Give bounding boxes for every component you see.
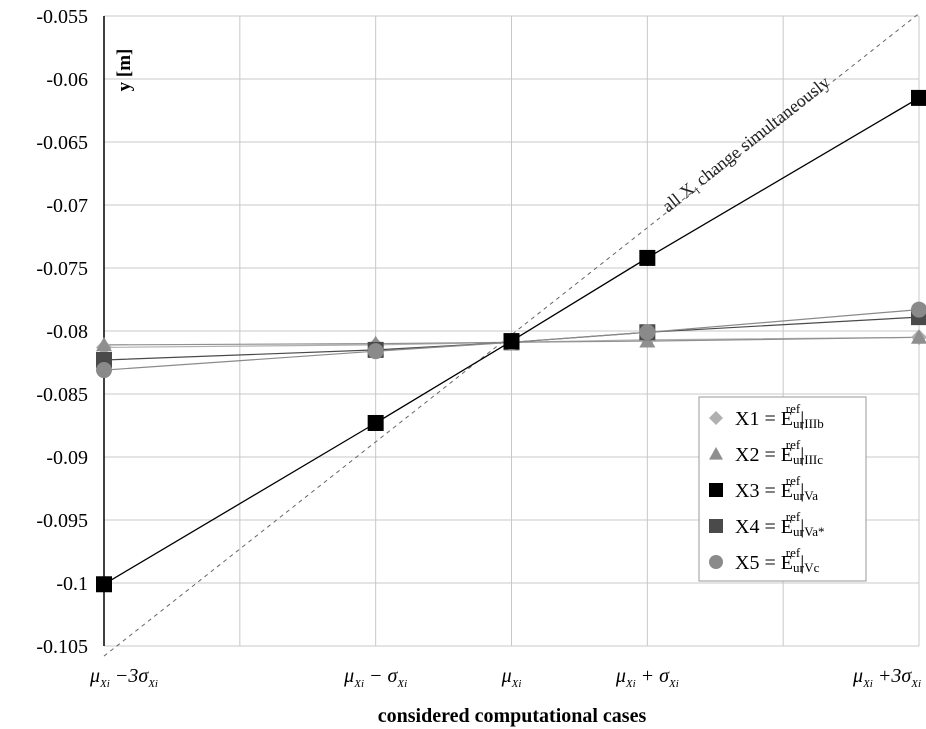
y-tick-label: -0.06 — [46, 69, 88, 91]
legend-label-x2: X2 = Eurref|IIIc — [735, 437, 823, 467]
x-tick-label: μXi — [501, 665, 522, 690]
legend-marker-x5 — [709, 555, 723, 569]
data-point-x3 — [367, 414, 384, 431]
y-axis-label: y [m] — [114, 49, 135, 92]
data-point-x2 — [96, 336, 112, 352]
data-point-x5 — [911, 301, 926, 318]
x-axis-label: considered computational cases — [378, 705, 647, 727]
y-tick-label: -0.095 — [36, 510, 88, 532]
x-tick-label: μXi + σXi — [615, 665, 679, 690]
data-point-x5 — [367, 343, 384, 360]
y-tick-label: -0.09 — [46, 447, 88, 469]
y-tick-label: -0.075 — [36, 258, 88, 280]
data-point-x5 — [96, 362, 112, 379]
legend-box — [698, 396, 867, 582]
y-tick-label: -0.08 — [46, 321, 88, 343]
y-tick-label: -0.065 — [36, 132, 88, 154]
data-point-x3 — [911, 89, 926, 106]
simultaneous-change-label: all Xi change simultaneously — [658, 72, 835, 219]
y-tick-label: -0.085 — [36, 384, 88, 406]
series-layer — [96, 89, 926, 593]
legend-marker-x4 — [709, 519, 723, 533]
data-point-x3 — [639, 249, 656, 266]
legend-marker-x2 — [709, 447, 723, 460]
data-point-x5 — [639, 324, 656, 341]
x-tick-label: μXi +3σXi — [852, 665, 921, 690]
legend-label-x4: X4 = Eurref|Va* — [735, 509, 824, 539]
x-tick-label: μXi −3σXi — [89, 665, 158, 690]
legend-label-x5: X5 = Eurref|Vc — [735, 545, 820, 575]
x-tick-label: μXi − σXi — [343, 665, 407, 690]
y-tick-label: -0.105 — [36, 636, 88, 658]
data-point-x3 — [96, 576, 112, 593]
y-tick-label: -0.1 — [56, 573, 88, 595]
y-tick-label: -0.07 — [46, 195, 88, 217]
y-tick-label: -0.055 — [36, 6, 88, 28]
tick-labels: -0.055 -0.06 -0.065 -0.07 -0.075 -0.08 -0.085 -… — [36, 6, 921, 690]
legend-label-x3: X3 = Eurref|Va — [735, 473, 818, 503]
legend-label-x1: X1 = Eurref|IIIb — [735, 401, 824, 431]
simultaneous-change-line — [103, 13, 920, 657]
data-point-x3 — [503, 333, 520, 350]
legend-marker-x1 — [709, 411, 723, 425]
legend-marker-x3 — [709, 483, 723, 497]
legend: X1 = Eurref|IIIb X2 = Eurref|IIIc X3 = Eur… — [698, 396, 867, 582]
data-point-x2 — [911, 329, 926, 344]
data-point-x2 — [639, 333, 656, 348]
